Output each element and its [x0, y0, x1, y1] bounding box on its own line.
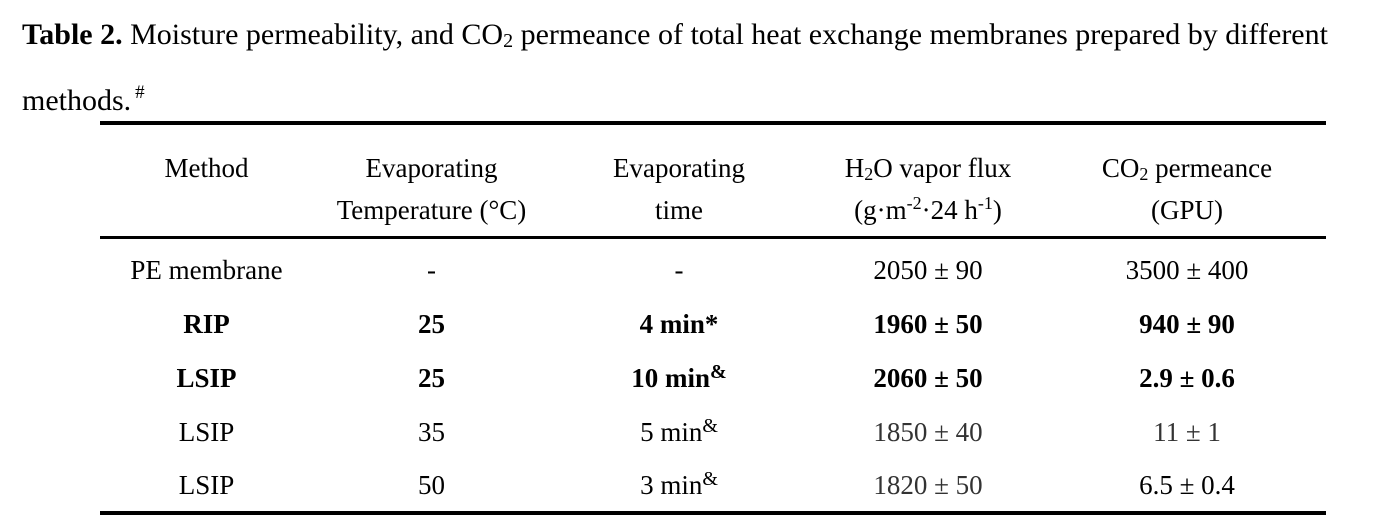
cell-temperature: -: [427, 254, 436, 285]
cell-flux: 1820 ± 50: [808, 459, 1048, 515]
header-time-line1: Evaporating: [550, 121, 808, 184]
header-flux-unit-a: (g·m: [854, 194, 907, 225]
header-flux-text: O vapor flux: [873, 153, 1012, 183]
cell-co2: 2.9 ± 0.6: [1139, 362, 1235, 393]
cell-time: 5 min&: [550, 405, 808, 459]
cell-flux: 2050 ± 90: [873, 254, 983, 285]
data-table: Method Evaporating Evaporating H2O vapor…: [100, 121, 1326, 515]
cell-time: 10 min&: [550, 351, 808, 405]
table-row: LSIP 25 10 min& 2060 ± 50 2.9 ± 0.6: [100, 351, 1326, 405]
caption-text-part2: permeance of total heat exchange membran…: [22, 18, 1328, 117]
header-flux-sub: 2: [864, 164, 874, 184]
cell-method: RIP: [183, 308, 230, 339]
header-row-1: Method Evaporating Evaporating H2O vapor…: [100, 121, 1326, 184]
header-flux-unit-sup2: -1: [977, 192, 993, 213]
cell-method: LSIP: [176, 362, 237, 393]
cell-time: 3 min&: [550, 459, 808, 515]
header-flux-h: H: [844, 153, 865, 183]
header-flux-line2: (g·m-2·24 h-1): [808, 184, 1048, 239]
cell-flux: 1960 ± 50: [873, 308, 983, 339]
cell-method: LSIP: [100, 459, 313, 515]
cell-co2: 6.5 ± 0.4: [1048, 459, 1326, 515]
cell-flux: 2060 ± 50: [873, 362, 983, 393]
table-row: PE membrane - - 2050 ± 90 3500 ± 400: [100, 238, 1326, 298]
cell-time-footnote: &: [702, 467, 718, 490]
header-co2-co: CO: [1101, 153, 1140, 183]
caption-text-part1: Moisture permeability, and CO: [122, 18, 504, 51]
header-temperature-line1: Evaporating: [313, 121, 550, 184]
table-body: PE membrane - - 2050 ± 90 3500 ± 400 RIP…: [100, 238, 1326, 515]
cell-co2: 11 ± 1: [1153, 416, 1221, 447]
header-row-2: Temperature (°C) time (g·m-2·24 h-1) (GP…: [100, 184, 1326, 239]
table-header: Method Evaporating Evaporating H2O vapor…: [100, 121, 1326, 239]
cell-temperature: 35: [418, 416, 445, 447]
header-co2-text: permeance: [1148, 153, 1273, 183]
cell-time-value: 10 min: [631, 362, 711, 393]
cell-flux: 1850 ± 40: [873, 416, 983, 447]
table-caption: Table 2. Moisture permeability, and CO2 …: [22, 2, 1387, 134]
cell-co2: 3500 ± 400: [1125, 254, 1249, 285]
cell-time-value: 3 min: [640, 469, 703, 500]
header-flux-unit-c: ): [992, 194, 1002, 225]
cell-time-value: 5 min: [640, 416, 703, 447]
cell-temperature: 25: [418, 362, 445, 393]
caption-footnote-mark: #: [135, 82, 145, 103]
cell-co2: 940 ± 90: [1139, 308, 1235, 339]
caption-subscript: 2: [503, 30, 514, 52]
header-method: Method: [100, 121, 313, 184]
header-co2-line1: CO2 permeance: [1048, 121, 1326, 184]
header-flux-unit-sup1: -2: [906, 192, 922, 213]
cell-time-footnote: &: [710, 360, 727, 383]
cell-time-footnote: &: [702, 414, 718, 437]
header-flux-line1: H2O vapor flux: [808, 121, 1048, 184]
caption-label: Table 2.: [22, 18, 123, 51]
cell-method: PE membrane: [130, 254, 283, 285]
table-row: LSIP 35 5 min& 1850 ± 40 11 ± 1: [100, 405, 1326, 459]
header-co2-sub: 2: [1139, 164, 1149, 184]
header-method-blank: [100, 184, 313, 239]
header-flux-unit-b: ·24 h: [921, 194, 978, 225]
cell-time: -: [674, 254, 684, 285]
header-co2-line2: (GPU): [1048, 184, 1326, 239]
cell-temperature: 25: [418, 308, 445, 339]
header-temperature-line2: Temperature (°C): [313, 184, 550, 239]
cell-time: 4 min*: [639, 308, 719, 339]
table-row: LSIP 50 3 min& 1820 ± 50 6.5 ± 0.4: [100, 459, 1326, 515]
table-row: RIP 25 4 min* 1960 ± 50 940 ± 90: [100, 297, 1326, 351]
header-time-line2: time: [550, 184, 808, 239]
cell-temperature: 50: [313, 459, 550, 515]
cell-method: LSIP: [178, 416, 235, 447]
